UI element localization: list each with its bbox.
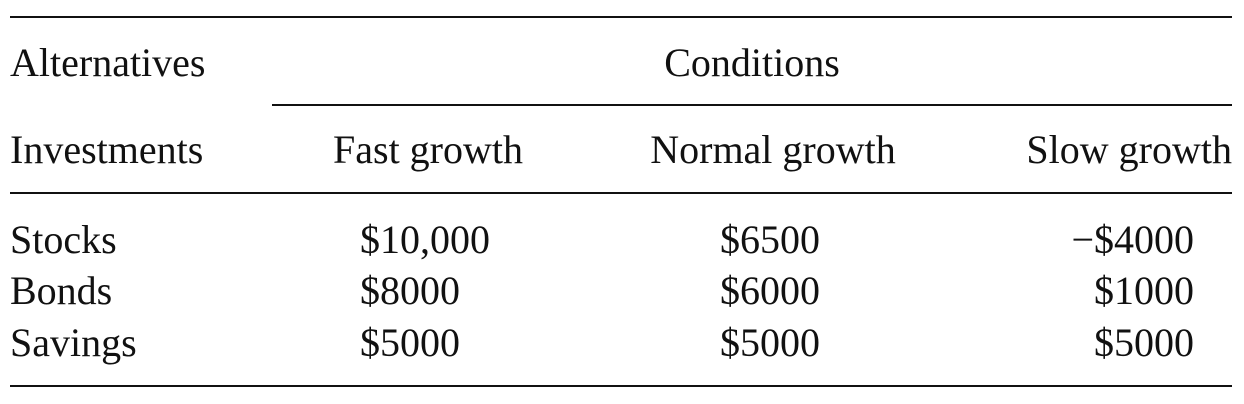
cell-fast-growth: $5000 (360, 320, 460, 365)
column-header-slow-growth: Slow growth (1026, 127, 1232, 172)
cell-slow-growth: $5000 (1094, 320, 1194, 365)
header-rule (10, 192, 1232, 194)
alternatives-header: Alternatives (10, 40, 206, 85)
cell-normal-growth: $6000 (720, 268, 820, 313)
column-header-normal-growth: Normal growth (650, 127, 896, 172)
cell-slow-growth: −$4000 (1071, 217, 1194, 262)
cell-fast-growth: $8000 (360, 268, 460, 313)
row-label: Savings (10, 320, 137, 365)
column-header-fast-growth: Fast growth (333, 127, 523, 172)
conditions-header: Conditions (664, 40, 840, 85)
investments-header: Investments (10, 127, 204, 172)
cell-fast-growth: $10,000 (360, 217, 490, 262)
conditions-rule (272, 104, 1232, 106)
cell-slow-growth: $1000 (1094, 268, 1194, 313)
row-label: Bonds (10, 268, 113, 313)
row-label: Stocks (10, 217, 117, 262)
bottom-rule (10, 385, 1232, 387)
cell-normal-growth: $5000 (720, 320, 820, 365)
cell-normal-growth: $6500 (720, 217, 820, 262)
top-rule (10, 16, 1232, 18)
